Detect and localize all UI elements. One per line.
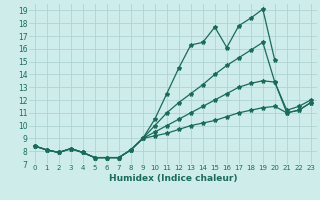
X-axis label: Humidex (Indice chaleur): Humidex (Indice chaleur) (108, 174, 237, 183)
